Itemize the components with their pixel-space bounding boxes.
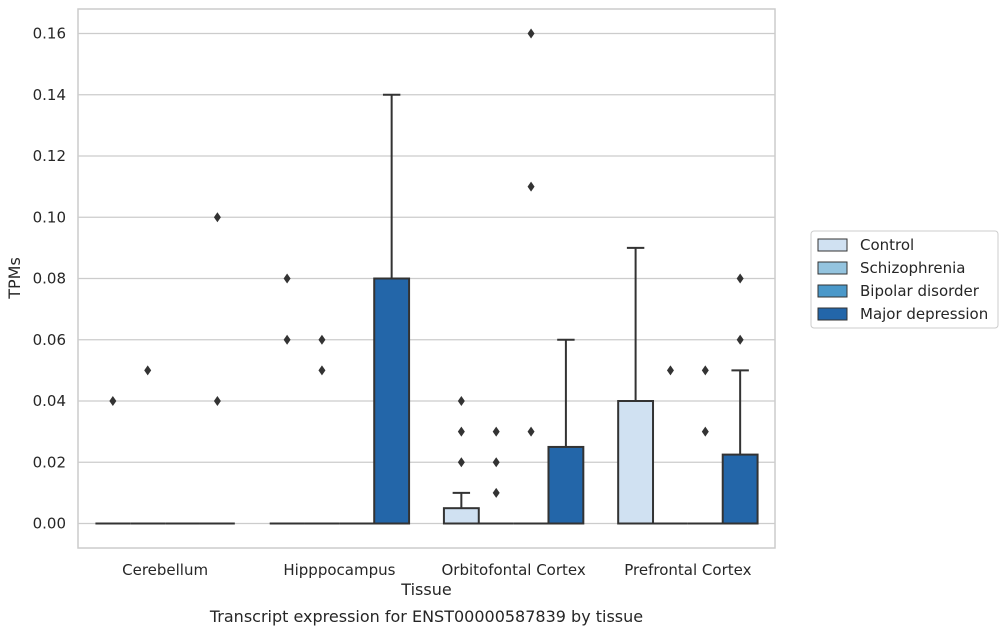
legend-swatch bbox=[817, 307, 848, 321]
x-tick-label: Prefrontal Cortex bbox=[624, 561, 751, 579]
y-tick-label: 0.00 bbox=[33, 515, 66, 533]
legend-swatch bbox=[817, 238, 848, 252]
y-tick-label: 0.14 bbox=[33, 86, 66, 104]
outlier-point bbox=[736, 273, 744, 284]
outlier-point bbox=[492, 457, 500, 468]
outlier-point bbox=[527, 28, 535, 39]
x-tick-label: Cerebellum bbox=[122, 561, 208, 579]
outlier-point bbox=[666, 365, 674, 376]
legend-frame bbox=[810, 230, 999, 329]
x-tick-label: Orbitofontal Cortex bbox=[442, 561, 586, 579]
gridlines bbox=[78, 32, 775, 525]
outlier-point bbox=[283, 334, 291, 345]
legend: Control Schizophrenia Bipolar disorder Majo… bbox=[810, 230, 999, 329]
legend-label: Major depression bbox=[860, 305, 988, 323]
legend-label: Control bbox=[860, 236, 914, 254]
figure-caption: Transcript expression for ENST0000058783… bbox=[209, 607, 643, 626]
legend-swatch bbox=[817, 261, 848, 275]
box bbox=[547, 445, 585, 525]
outlier-point bbox=[457, 426, 465, 437]
y-tick-label: 0.16 bbox=[33, 25, 66, 43]
box bbox=[442, 507, 480, 525]
y-tick-label: 0.02 bbox=[33, 453, 66, 471]
outlier-point bbox=[457, 457, 465, 468]
plot-frame bbox=[77, 8, 776, 549]
x-tick-label: Hipppocampus bbox=[283, 561, 395, 579]
outlier-point bbox=[701, 426, 709, 437]
y-tick-label: 0.12 bbox=[33, 147, 66, 165]
outlier-point bbox=[144, 365, 152, 376]
boxes bbox=[95, 28, 759, 525]
outlier-point bbox=[318, 334, 326, 345]
outlier-point bbox=[283, 273, 291, 284]
y-tick-label: 0.08 bbox=[33, 270, 66, 288]
outlier-point bbox=[213, 212, 221, 223]
y-axis-title: TPMs bbox=[5, 257, 24, 300]
y-axis-ticks: 0.00 0.02 0.04 0.06 0.08 0.10 0.12 0.14 0.16 bbox=[33, 25, 66, 533]
box bbox=[373, 277, 411, 525]
outlier-point bbox=[213, 396, 221, 406]
y-tick-label: 0.10 bbox=[33, 208, 66, 226]
outlier-point bbox=[492, 426, 500, 437]
outlier-point bbox=[109, 396, 117, 406]
x-axis-ticks: Cerebellum Hipppocampus Orbitofontal Corte… bbox=[122, 561, 751, 579]
outlier-point bbox=[457, 396, 465, 406]
outlier-point bbox=[492, 487, 500, 498]
outlier-point bbox=[736, 334, 744, 345]
legend-label: Schizophrenia bbox=[860, 259, 965, 277]
legend-label: Bipolar disorder bbox=[860, 282, 980, 300]
y-tick-label: 0.04 bbox=[33, 392, 66, 410]
legend-swatch bbox=[817, 284, 848, 298]
box bbox=[617, 400, 655, 525]
outlier-point bbox=[527, 426, 535, 437]
box bbox=[721, 453, 759, 525]
outlier-point bbox=[701, 365, 709, 376]
x-axis-title: Tissue bbox=[400, 580, 451, 599]
outlier-point bbox=[318, 365, 326, 376]
outlier-point bbox=[527, 181, 535, 192]
y-tick-label: 0.06 bbox=[33, 331, 66, 349]
